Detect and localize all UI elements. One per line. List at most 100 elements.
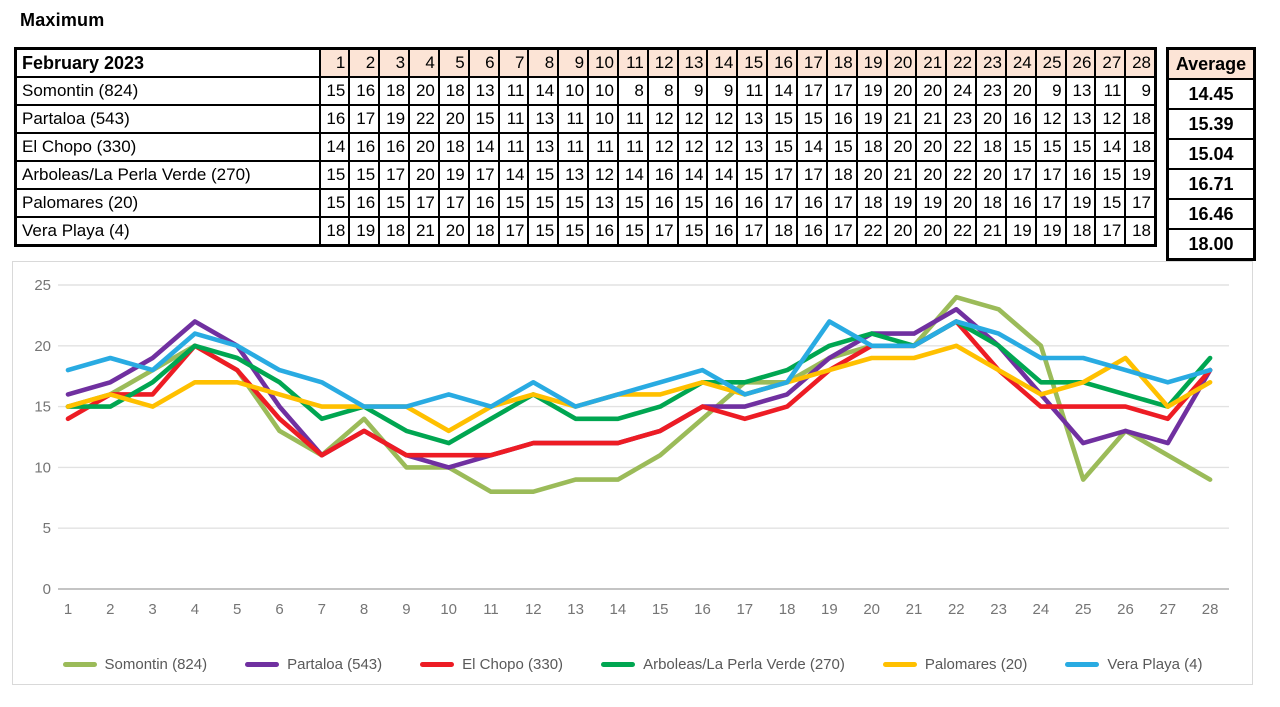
station-label: Palomares (20) [14, 188, 321, 218]
value-cell: 17 [766, 188, 798, 218]
value-cell: 13 [527, 104, 560, 134]
average-row: 14.45 [1166, 78, 1256, 110]
value-cell: 13 [557, 160, 590, 190]
day-header-cell: 6 [467, 47, 500, 78]
value-cell: 15 [766, 132, 798, 162]
day-header-cell: 5 [437, 47, 470, 78]
value-cell: 16 [348, 76, 381, 106]
day-header-cell: 2 [348, 47, 381, 78]
value-cell: 17 [766, 160, 798, 190]
value-cell: 18 [825, 160, 858, 190]
value-cell: 14 [497, 160, 530, 190]
value-cell: 16 [1004, 188, 1037, 218]
x-tick-label: 14 [610, 601, 627, 618]
legend-swatch [882, 662, 917, 667]
x-tick-label: 25 [1075, 601, 1092, 618]
chart-legend: Somontin (824) Partaloa (543) El Chopo (33… [13, 656, 1252, 673]
value-cell: 12 [646, 104, 679, 134]
value-cell: 17 [378, 160, 411, 190]
value-cell: 16 [587, 216, 619, 247]
average-value-cell: 16.71 [1166, 168, 1256, 200]
value-cell: 16 [706, 216, 739, 247]
x-tick-label: 18 [779, 601, 796, 618]
value-cell: 15 [527, 216, 560, 247]
x-tick-label: 26 [1117, 601, 1134, 618]
x-tick-label: 22 [948, 601, 965, 618]
average-header-row: Average [1166, 47, 1256, 80]
x-tick-label: 8 [360, 601, 368, 618]
series-line [65, 319, 1213, 446]
average-value-cell: 18.00 [1166, 228, 1256, 261]
station-label: Arboleas/La Perla Verde (270) [14, 160, 321, 190]
day-header-cell: 19 [855, 47, 888, 78]
value-cell: 18 [975, 132, 1007, 162]
value-cell: 18 [855, 188, 888, 218]
day-header-cell: 28 [1124, 47, 1157, 78]
value-cell: 11 [587, 132, 619, 162]
value-cell: 15 [676, 216, 709, 247]
value-cell: 17 [1124, 188, 1157, 218]
x-tick-label: 3 [148, 601, 156, 618]
value-cell: 15 [616, 216, 649, 247]
value-cell: 19 [1004, 216, 1037, 247]
x-tick-label: 17 [736, 601, 753, 618]
value-cell: 19 [855, 104, 888, 134]
value-cell: 16 [646, 188, 679, 218]
value-cell: 20 [945, 188, 978, 218]
value-cell: 17 [1004, 160, 1037, 190]
day-header-cell: 25 [1034, 47, 1067, 78]
station-label: El Chopo (330) [14, 132, 321, 162]
y-tick-label: 20 [34, 338, 51, 355]
x-tick-label: 15 [652, 601, 669, 618]
value-cell: 14 [616, 160, 649, 190]
x-tick-label: 21 [906, 601, 923, 618]
value-cell: 16 [348, 132, 381, 162]
value-cell: 11 [1094, 76, 1127, 106]
value-cell: 16 [706, 188, 739, 218]
value-cell: 18 [1124, 104, 1157, 134]
x-tick-label: 13 [567, 601, 584, 618]
day-header-cell: 1 [318, 47, 351, 78]
value-cell: 18 [467, 216, 500, 247]
value-cell: 18 [1124, 216, 1157, 247]
legend-swatch [245, 662, 280, 667]
value-cell: 15 [348, 160, 381, 190]
value-cell: 16 [318, 104, 351, 134]
value-cell: 20 [885, 76, 918, 106]
value-cell: 16 [646, 160, 679, 190]
day-header-cell: 17 [796, 47, 828, 78]
value-cell: 10 [587, 104, 619, 134]
value-cell: 16 [796, 216, 828, 247]
day-header-cell: 13 [676, 47, 709, 78]
day-header-cell: 15 [736, 47, 769, 78]
value-cell: 13 [587, 188, 619, 218]
value-cell: 13 [736, 104, 769, 134]
value-cell: 17 [825, 76, 858, 106]
value-cell: 18 [855, 132, 888, 162]
value-cell: 13 [527, 132, 560, 162]
y-tick-label: 25 [34, 277, 51, 294]
value-cell: 21 [408, 216, 440, 247]
value-cell: 18 [766, 216, 798, 247]
day-header-cell: 14 [706, 47, 739, 78]
value-cell: 11 [736, 76, 769, 106]
series-line [65, 319, 1213, 458]
value-cell: 20 [1004, 76, 1037, 106]
value-cell: 13 [1064, 76, 1097, 106]
max-temperature-tables: February 2023 1 2 3 4 5 6 7 8 9 10 11 12 13 14 15 16 17 18… [14, 47, 1256, 261]
value-cell: 20 [408, 160, 440, 190]
value-cell: 14 [796, 132, 828, 162]
value-cell: 15 [527, 160, 560, 190]
value-cell: 15 [1064, 132, 1097, 162]
legend-item: Partaloa (543) [245, 656, 382, 673]
value-cell: 12 [676, 132, 709, 162]
value-cell: 19 [885, 188, 918, 218]
value-cell: 14 [467, 132, 500, 162]
value-cell: 20 [885, 132, 918, 162]
value-cell: 22 [855, 216, 888, 247]
day-header-cell: 8 [527, 47, 560, 78]
day-header-cell: 27 [1094, 47, 1127, 78]
x-tick-label: 28 [1202, 601, 1219, 618]
legend-label: Somontin (824) [104, 656, 208, 673]
x-tick-label: 12 [525, 601, 542, 618]
